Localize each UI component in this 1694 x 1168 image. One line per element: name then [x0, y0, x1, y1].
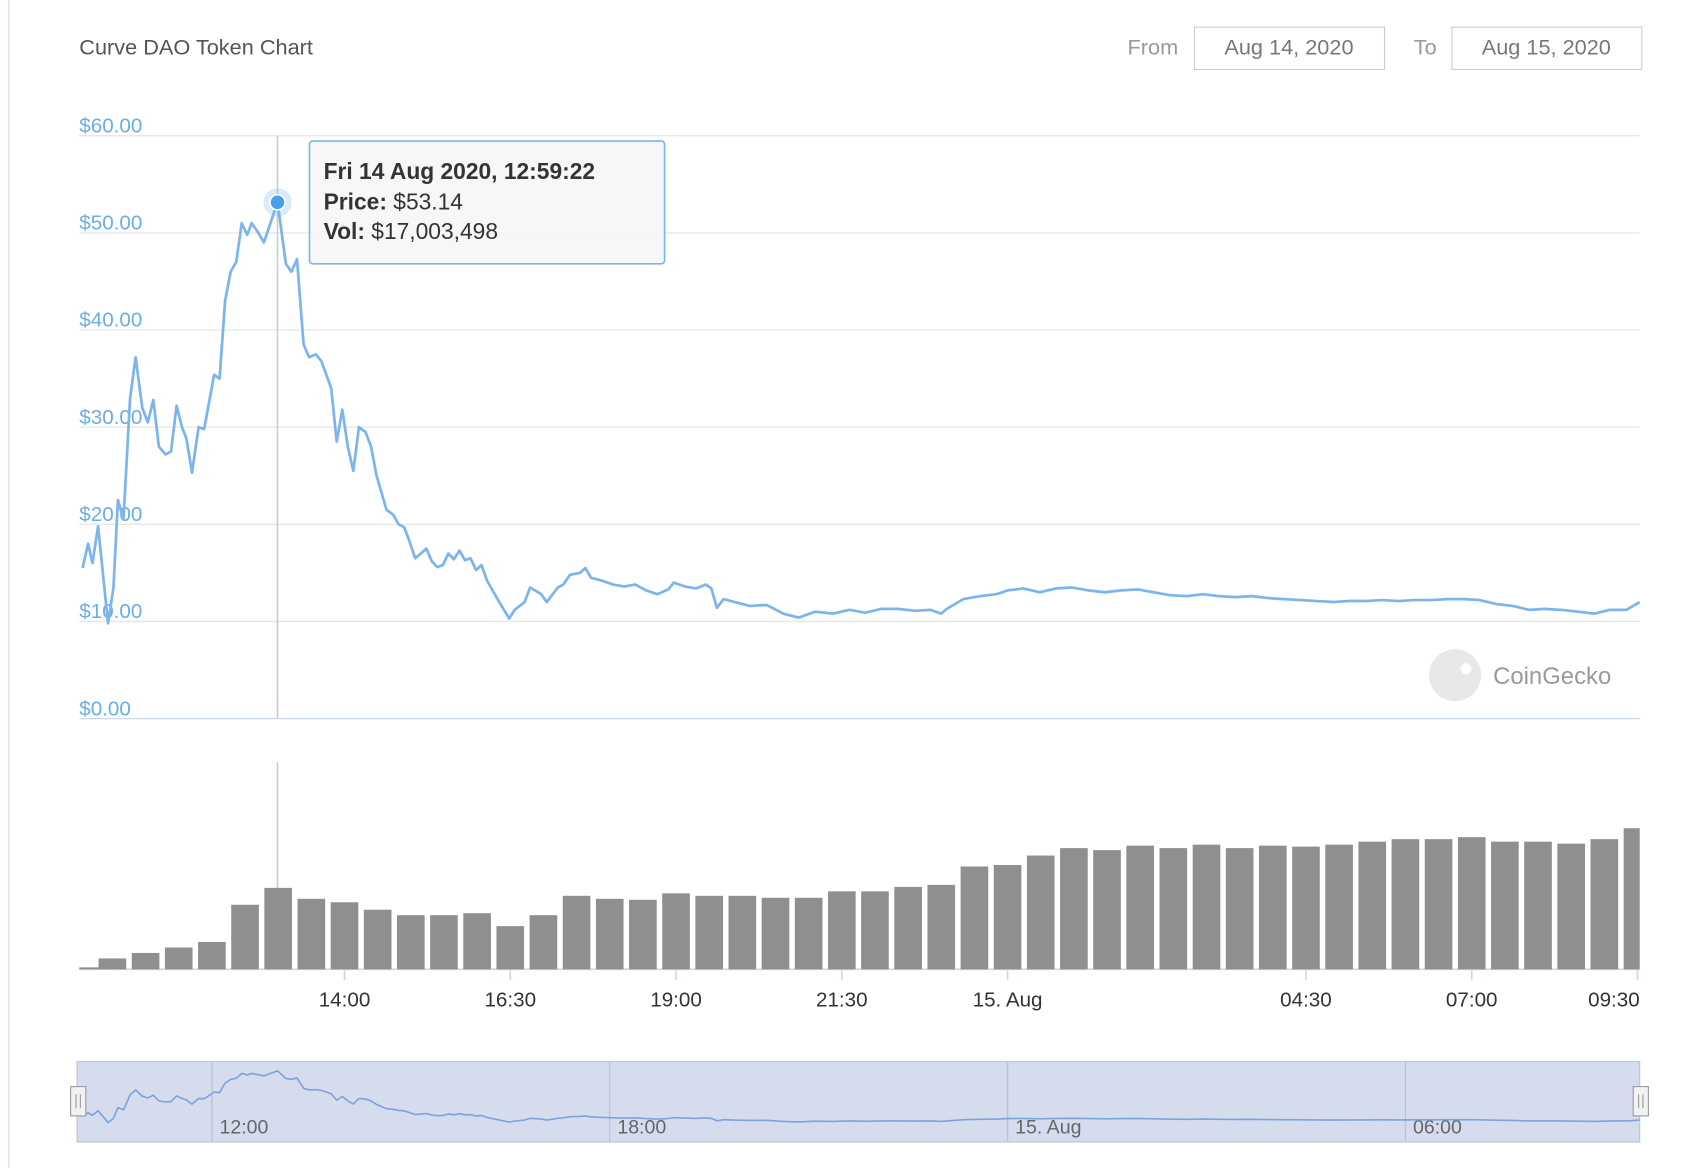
watermark-logo-eye	[1460, 663, 1472, 675]
volume-bar	[198, 942, 226, 970]
tooltip-date: Fri 14 Aug 2020, 12:59:22	[324, 158, 595, 184]
volume-bar	[1491, 841, 1519, 970]
volume-bar	[231, 904, 259, 970]
y-tick-label: $50.00	[79, 212, 142, 235]
x-tick-label: 04:30	[1280, 988, 1332, 1011]
from-input[interactable]	[1193, 26, 1386, 71]
volume-bar	[595, 898, 624, 970]
x-tick-label: 16:30	[484, 988, 536, 1011]
watermark-group: CoinGecko	[1429, 649, 1611, 702]
volume-bar	[1391, 839, 1420, 970]
volume-bar	[662, 893, 690, 970]
volume-bar	[794, 897, 823, 970]
volume-bar	[1557, 843, 1586, 970]
volume-bar	[264, 887, 293, 970]
volume-bar	[827, 891, 856, 970]
volume-bar	[496, 926, 525, 970]
tooltip: Fri 14 Aug 2020, 12:59:22 Price: $53.14 …	[308, 140, 666, 265]
tooltip-vol-label: Vol:	[324, 218, 365, 244]
volume-bar	[330, 902, 359, 970]
navigator-tick-label: 12:00	[219, 1116, 268, 1138]
volume-bar	[363, 909, 392, 970]
volume-bar	[1424, 839, 1453, 970]
volume-bar	[1026, 855, 1055, 970]
watermark: CoinGecko	[1493, 663, 1611, 690]
volume-bar	[1225, 848, 1254, 970]
y-tick-label: $40.00	[79, 309, 142, 332]
volume-bar	[1457, 837, 1486, 970]
y-tick-label: $30.00	[79, 406, 142, 429]
volume-bar	[695, 895, 724, 970]
volume-bar	[1590, 839, 1619, 970]
to-label: To	[1414, 34, 1437, 59]
tooltip-price: Price: $53.14	[324, 189, 463, 215]
volume-bar	[894, 886, 922, 970]
plot: 14:00 16:30 19:00 21:30 15. Aug 04:30 07:00 09:…	[79, 188, 1641, 1011]
volume-bar	[164, 947, 193, 970]
volume-bar	[529, 915, 558, 970]
navigator-tick-label: 15. Aug	[1015, 1116, 1081, 1138]
y-tick-label: $0.00	[79, 697, 131, 720]
price-line	[81, 200, 1641, 625]
volume-bar	[1358, 841, 1387, 970]
volume-bar	[463, 913, 491, 970]
x-tick-label: 07:00	[1446, 988, 1498, 1011]
x-tick-label: 15. Aug	[973, 988, 1043, 1011]
navigator: 12:00 18:00 15. Aug 06:00	[70, 1061, 1649, 1143]
x-tick-label: 19:00	[650, 988, 702, 1011]
volume-bar	[927, 884, 956, 970]
volume-bar	[98, 958, 127, 970]
volume-bar	[1325, 844, 1353, 970]
chart-title: Curve DAO Token Chart	[79, 34, 313, 59]
from-date: Aug 14, 2020	[1224, 34, 1353, 59]
volume-bar	[629, 899, 657, 970]
navigator-handle[interactable]	[70, 1086, 87, 1117]
volume-bar	[728, 895, 757, 970]
volume-bar	[1159, 848, 1188, 970]
tooltip-vol-value: $17,003,498	[371, 218, 498, 244]
tooltip-price-label: Price:	[324, 189, 387, 215]
volume-bar	[1258, 845, 1287, 970]
volume-bar	[297, 898, 326, 970]
to-input[interactable]	[1451, 26, 1643, 71]
tooltip-vol: Vol: $17,003,498	[324, 218, 498, 244]
from-label: From	[1128, 34, 1179, 59]
volume-bar	[960, 866, 989, 970]
volume-bar	[1126, 845, 1155, 970]
navigator-window[interactable]	[76, 1061, 1641, 1143]
navigator-line	[82, 1070, 1640, 1124]
volume-bar	[131, 952, 160, 970]
x-tick-label: 14:00	[319, 988, 371, 1011]
volume-bar	[79, 967, 107, 970]
volume-bar	[1192, 844, 1221, 970]
x-tick-label: 09:30	[1588, 988, 1640, 1011]
tooltip-price-value: $53.14	[393, 189, 463, 215]
x-tick-label: 21:30	[816, 988, 868, 1011]
navigator-tick-label: 18:00	[617, 1116, 666, 1138]
volume-bar	[1623, 828, 1640, 970]
volume-bar	[861, 891, 889, 970]
to-date: Aug 15, 2020	[1482, 34, 1611, 59]
watermark-logo	[1429, 649, 1482, 702]
tooltip-box	[308, 140, 666, 265]
volume-bar	[761, 897, 790, 970]
navigator-handle[interactable]	[1632, 1086, 1649, 1117]
volume-bar	[562, 895, 591, 970]
y-tick-label: $60.00	[79, 114, 142, 137]
volume-bar	[1292, 846, 1320, 970]
y-tick-label: $20.00	[79, 503, 142, 526]
hover-point	[269, 193, 286, 211]
volume-bar	[396, 915, 425, 970]
volume-bar	[1060, 848, 1088, 970]
volume-bar	[1093, 850, 1121, 970]
volume-bar	[993, 865, 1022, 970]
volume-bar	[430, 915, 458, 970]
volume-bar	[1524, 841, 1552, 970]
navigator-tick-label: 06:00	[1413, 1116, 1462, 1138]
